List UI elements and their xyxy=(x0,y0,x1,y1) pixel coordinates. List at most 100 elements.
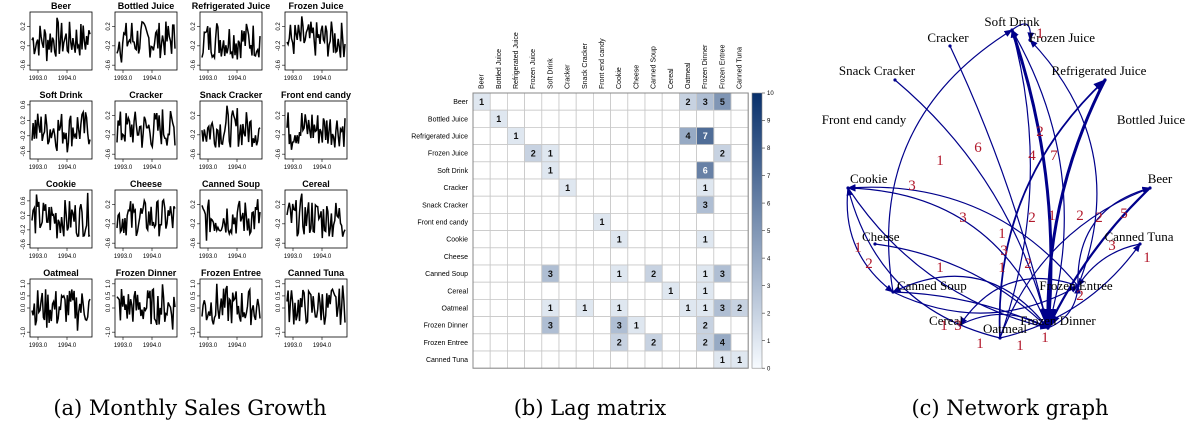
node-beer: Beer xyxy=(1148,171,1173,186)
grid-cell xyxy=(679,230,698,249)
grid-cell xyxy=(644,247,663,266)
grid-cell xyxy=(489,264,508,283)
node-point xyxy=(873,242,877,246)
cell-value: 1 xyxy=(703,234,708,244)
cell-value: 3 xyxy=(548,320,553,330)
series-line-soft-drink xyxy=(31,109,91,153)
grid-cell xyxy=(713,178,732,197)
ytick-label: -0.6 xyxy=(21,145,27,156)
grid-cell xyxy=(593,298,612,317)
heat-cell xyxy=(575,298,594,317)
node-cookie: Cookie xyxy=(850,171,888,186)
xtick-label: 1993.0 xyxy=(29,76,48,82)
heat-cell xyxy=(644,333,663,352)
grid-cell xyxy=(575,247,594,266)
grid-cell xyxy=(627,350,646,369)
grid-cell xyxy=(610,127,629,146)
grid-cell xyxy=(489,178,508,197)
grid-cell xyxy=(575,161,594,180)
grid-cell xyxy=(627,127,646,146)
grid-cell xyxy=(558,195,577,214)
grid-cell xyxy=(644,144,663,163)
node-refrigerated-juice: Refrigerated Juice xyxy=(1052,63,1147,78)
grid-cell xyxy=(730,230,749,249)
grid-cell xyxy=(472,230,491,249)
grid-cell xyxy=(593,178,612,197)
ytick-label: -0.6 xyxy=(106,59,112,70)
node-canned-tuna: Canned Tuna xyxy=(1105,229,1174,244)
edge-label: 3 xyxy=(1000,243,1008,259)
grid-cell xyxy=(524,264,543,283)
grid-cell xyxy=(696,247,715,266)
cell-value: 1 xyxy=(685,303,690,313)
grid-cell xyxy=(489,195,508,214)
edge-label: 1 xyxy=(1048,208,1056,224)
edge xyxy=(846,187,1001,339)
row-label-bottled-juice: Bottled Juice xyxy=(428,116,468,123)
grid-cell xyxy=(644,127,663,146)
plot-frame-bottled-juice xyxy=(114,11,178,71)
node-frozen-entree: Frozen Entree xyxy=(1039,278,1113,293)
plot-frame-beer xyxy=(29,11,93,71)
grid-cell xyxy=(627,230,646,249)
node-point xyxy=(1103,78,1107,82)
edge-label: 1 xyxy=(940,318,948,334)
ytick-label: 0.2 xyxy=(106,22,112,31)
row-label-canned-soup: Canned Soup xyxy=(425,271,468,278)
cell-value: 1 xyxy=(479,97,484,107)
grid-cell xyxy=(489,333,508,352)
grid-cell xyxy=(730,333,749,352)
ytick-label: -0.2 xyxy=(21,224,27,235)
grid-cell xyxy=(472,316,491,335)
grid-cell xyxy=(593,92,612,111)
ytick-label: 0.5 xyxy=(106,291,112,300)
grid-cell xyxy=(627,178,646,197)
grid-cell xyxy=(489,144,508,163)
ytick-label: 0.2 xyxy=(21,211,27,220)
grid-cell xyxy=(506,212,525,231)
panel-title-frozen-juice: Frozen Juice xyxy=(288,1,343,11)
colorbar-tick-label: 0 xyxy=(767,366,771,372)
row-label-oatmeal: Oatmeal xyxy=(442,306,469,313)
grid-cell xyxy=(506,264,525,283)
node-point xyxy=(846,186,850,190)
ytick-label: 0.0 xyxy=(191,303,197,312)
xtick-label: 1993.0 xyxy=(29,165,48,171)
node-point xyxy=(1148,186,1152,190)
grid-cell xyxy=(472,333,491,352)
grid-cell xyxy=(541,195,560,214)
cell-value: 1 xyxy=(703,269,708,279)
row-label-cookie: Cookie xyxy=(446,237,468,244)
grid-cell xyxy=(506,247,525,266)
node-point xyxy=(1010,28,1014,32)
edge-label: 3 xyxy=(954,318,962,334)
xtick-label: 1993.0 xyxy=(29,343,48,349)
grid-cell xyxy=(558,333,577,352)
edge-label: 2 xyxy=(1036,124,1044,140)
xtick-label: 1993.0 xyxy=(114,343,133,349)
grid-cell xyxy=(489,247,508,266)
grid-cell xyxy=(679,316,698,335)
grid-cell xyxy=(506,230,525,249)
grid-cell xyxy=(558,316,577,335)
grid-cell xyxy=(644,178,663,197)
ytick-label: 0.2 xyxy=(106,200,112,209)
series-line-canned-tuna xyxy=(286,285,346,325)
cell-value: 3 xyxy=(720,303,725,313)
grid-cell xyxy=(575,109,594,128)
grid-cell xyxy=(610,144,629,163)
edge xyxy=(1047,187,1151,330)
ytick-label: 0.2 xyxy=(191,200,197,209)
grid-cell xyxy=(644,298,663,317)
col-label-frozen-juice: Frozen Juice xyxy=(530,49,537,89)
grid-cell xyxy=(575,195,594,214)
series-line-oatmeal xyxy=(31,289,91,331)
grid-cell xyxy=(489,316,508,335)
grid-cell xyxy=(610,212,629,231)
grid-cell xyxy=(506,109,525,128)
grid-cell xyxy=(644,281,663,300)
grid-cell xyxy=(524,127,543,146)
grid-cell xyxy=(627,247,646,266)
heat-cell xyxy=(661,281,680,300)
xtick-label: 1994.0 xyxy=(313,76,332,82)
